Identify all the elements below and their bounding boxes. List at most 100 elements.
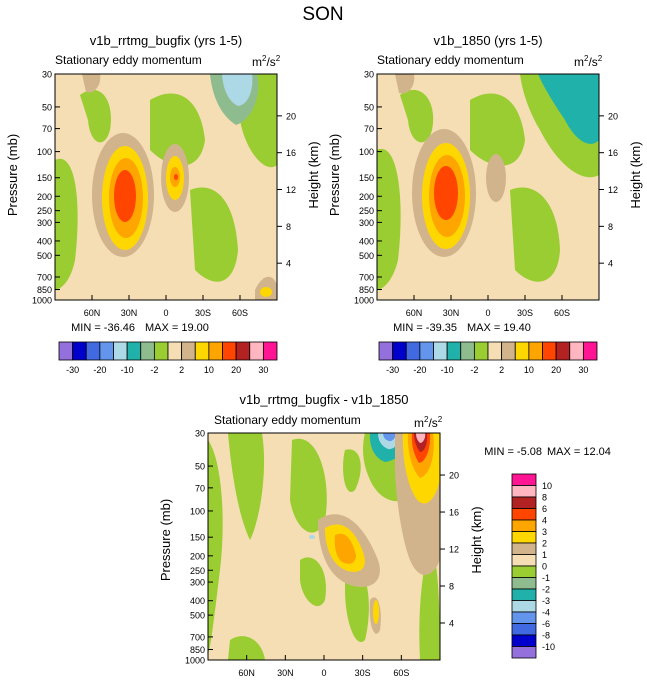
colorbar-label: -1 bbox=[542, 573, 550, 583]
height-tick-label: 12 bbox=[449, 545, 459, 555]
colorbar-swatch bbox=[514, 341, 530, 361]
height-tick-label: 12 bbox=[286, 185, 296, 195]
x-tick-label: 30N bbox=[443, 308, 460, 318]
x-tick-label: 30S bbox=[355, 668, 371, 678]
y-tick-label: 400 bbox=[359, 236, 374, 246]
colorbar-label: 6 bbox=[542, 504, 547, 514]
axes: 305070100150200250300400500700850100060N… bbox=[354, 70, 618, 319]
colorbar-swatch bbox=[140, 341, 155, 361]
y-tick-label: 700 bbox=[37, 273, 52, 283]
colorbar-swatch bbox=[511, 577, 537, 590]
x-tick-label: 60N bbox=[406, 308, 423, 318]
contour-region bbox=[228, 433, 265, 540]
colorbar-label: 4 bbox=[542, 516, 547, 526]
min-label: MIN = -5.08 bbox=[484, 446, 542, 458]
colorbar-swatch bbox=[511, 508, 537, 521]
colorbar-label: -10 bbox=[542, 642, 555, 652]
axes: 305070100150200250300400500700850100060N… bbox=[32, 70, 296, 319]
y-tick-label: 100 bbox=[359, 147, 374, 157]
colorbar-label: -10 bbox=[441, 365, 454, 375]
contour-field bbox=[55, 74, 277, 300]
y-axis-label-right: Height (km) bbox=[306, 141, 321, 208]
figure-title: SON bbox=[302, 4, 343, 25]
colorbar-swatch bbox=[511, 565, 537, 578]
y-tick-label: 50 bbox=[364, 102, 374, 112]
y-tick-label: 1000 bbox=[32, 296, 52, 306]
y-tick-label: 30 bbox=[364, 70, 374, 80]
y-tick-label: 1000 bbox=[354, 296, 374, 306]
y-tick-label: 400 bbox=[37, 236, 52, 246]
contour-region bbox=[377, 148, 401, 290]
colorbar-swatch bbox=[511, 600, 537, 613]
colorbar-swatch bbox=[528, 341, 543, 361]
contour-region bbox=[373, 600, 379, 624]
contour-region bbox=[486, 154, 506, 202]
panel-subtitle: Stationary eddy momentum bbox=[55, 53, 202, 67]
contour-region bbox=[309, 535, 315, 539]
x-tick-label: 30S bbox=[195, 308, 211, 318]
colorbar-swatch bbox=[208, 341, 223, 361]
colorbar-swatch bbox=[511, 531, 537, 544]
y-tick-label: 500 bbox=[37, 251, 52, 261]
colorbar-swatch bbox=[487, 341, 503, 361]
colorbar-swatch bbox=[392, 341, 407, 361]
y-tick-label: 150 bbox=[190, 533, 205, 543]
y-tick-label: 50 bbox=[42, 102, 52, 112]
colorbar-label: 0 bbox=[542, 562, 547, 572]
colorbar-swatch bbox=[511, 646, 537, 659]
contour-region bbox=[395, 74, 415, 94]
colorbar-swatch bbox=[249, 341, 264, 361]
max-label: MAX = 19.00 bbox=[145, 322, 209, 334]
x-tick-label: 60N bbox=[238, 668, 255, 678]
contour-region bbox=[343, 449, 361, 492]
contour-region bbox=[383, 433, 396, 442]
y-tick-label: 700 bbox=[190, 632, 205, 642]
y-tick-label: 850 bbox=[190, 645, 205, 655]
colorbar-swatch bbox=[511, 623, 537, 636]
height-tick-label: 4 bbox=[449, 619, 454, 629]
colorbar-label: -10 bbox=[121, 365, 134, 375]
colorbar-swatch bbox=[501, 341, 516, 361]
colorbar-swatch bbox=[433, 341, 448, 361]
colorbar-label: -2 bbox=[470, 365, 478, 375]
x-tick-label: 30N bbox=[277, 668, 294, 678]
x-tick-label: 60S bbox=[393, 668, 409, 678]
y-tick-label: 300 bbox=[37, 218, 52, 228]
contour-region bbox=[538, 74, 599, 144]
y-tick-label: 70 bbox=[195, 483, 205, 493]
height-tick-label: 20 bbox=[608, 111, 618, 121]
min-label: MIN = -36.46 bbox=[71, 322, 135, 334]
colorbar-label: -30 bbox=[66, 365, 79, 375]
colorbar-swatch bbox=[378, 341, 394, 361]
contour-region bbox=[55, 158, 78, 290]
contour-region bbox=[82, 74, 101, 93]
colorbar-label: -20 bbox=[413, 365, 426, 375]
x-tick-label: 60S bbox=[554, 308, 570, 318]
colorbar-label: 2 bbox=[542, 539, 547, 549]
y-axis-label: Pressure (mb) bbox=[5, 134, 20, 216]
height-tick-label: 16 bbox=[449, 508, 459, 518]
colorbar-swatch bbox=[85, 341, 101, 361]
colorbar-label: 10 bbox=[204, 365, 214, 375]
min-label: MIN = -39.35 bbox=[393, 322, 457, 334]
contour-region bbox=[290, 438, 327, 533]
colorbar-label: -8 bbox=[542, 631, 550, 641]
units-label: m2/s2 bbox=[414, 415, 443, 430]
colorbar-swatch bbox=[194, 341, 210, 361]
height-tick-label: 16 bbox=[608, 148, 618, 158]
colorbar-swatch bbox=[126, 341, 142, 361]
y-axis-label-right: Height (km) bbox=[628, 141, 643, 208]
y-tick-label: 500 bbox=[190, 611, 205, 621]
contour-region bbox=[400, 89, 434, 143]
contour-region bbox=[190, 187, 238, 282]
x-tick-label: 60N bbox=[84, 308, 101, 318]
contour-region bbox=[416, 433, 426, 443]
height-tick-label: 20 bbox=[449, 471, 459, 481]
y-axis-label-right: Height (km) bbox=[469, 506, 484, 573]
panel-title: v1b_1850 (yrs 1-5) bbox=[433, 33, 542, 48]
colorbar-swatch bbox=[419, 341, 434, 361]
colorbar-swatch bbox=[511, 542, 537, 555]
colorbar-swatch bbox=[511, 519, 537, 532]
height-tick-label: 8 bbox=[608, 222, 613, 232]
